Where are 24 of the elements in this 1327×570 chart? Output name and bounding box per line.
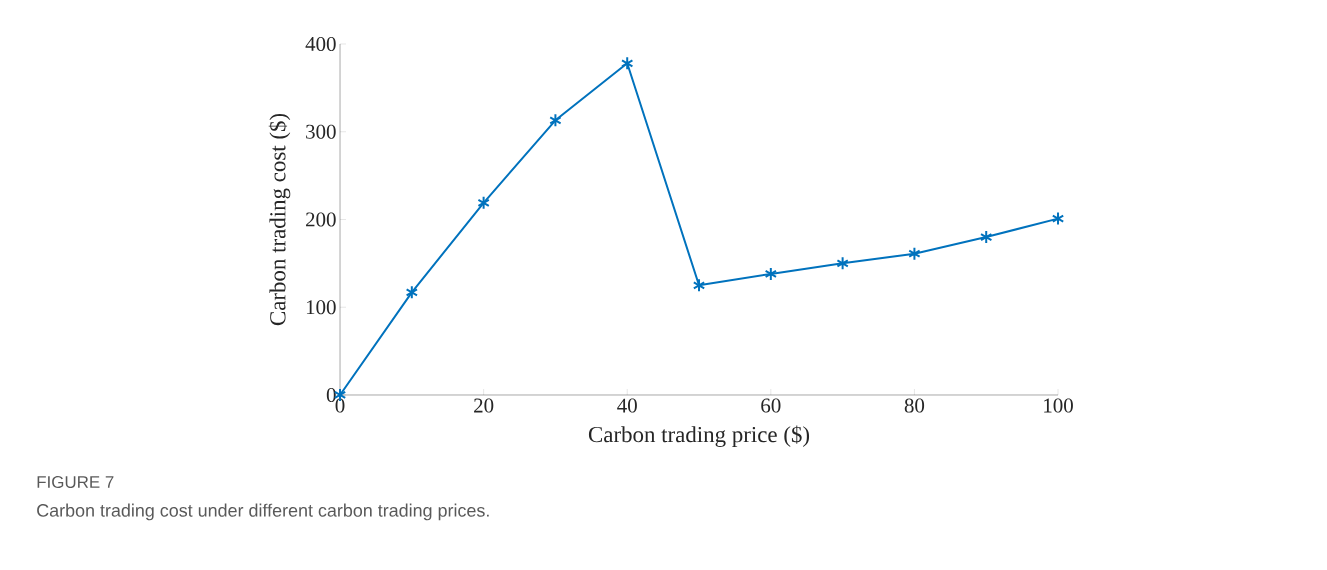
point	[764, 266, 778, 281]
x-tick-label: 100	[1044, 398, 1073, 413]
x-tick-label: 40	[617, 398, 637, 413]
y-tick-label: 100	[306, 300, 336, 315]
text: Carbon trading cost under different carbon trading prices.	[37, 503, 489, 521]
point	[836, 256, 849, 271]
y-tick-label: 0	[326, 387, 336, 403]
point	[1051, 211, 1065, 226]
y-tick-label: 400	[305, 36, 336, 52]
x-axis-title: Carbon trading price ($)	[588, 425, 810, 448]
point	[908, 246, 921, 261]
x-tick-label: 60	[761, 398, 781, 413]
point	[405, 285, 419, 300]
x-tick-label: 80	[904, 398, 925, 413]
y-tick-label: 200	[306, 212, 336, 227]
caption: FIGURE 7	[37, 475, 114, 488]
point	[621, 56, 634, 71]
point	[980, 230, 993, 245]
point	[692, 278, 706, 293]
x-tick-label: 20	[474, 398, 494, 413]
point	[477, 195, 490, 210]
y-tick-label: 300	[306, 124, 336, 139]
y-axis-title: Carbon trading cost ($)	[268, 113, 291, 326]
point	[549, 113, 562, 128]
